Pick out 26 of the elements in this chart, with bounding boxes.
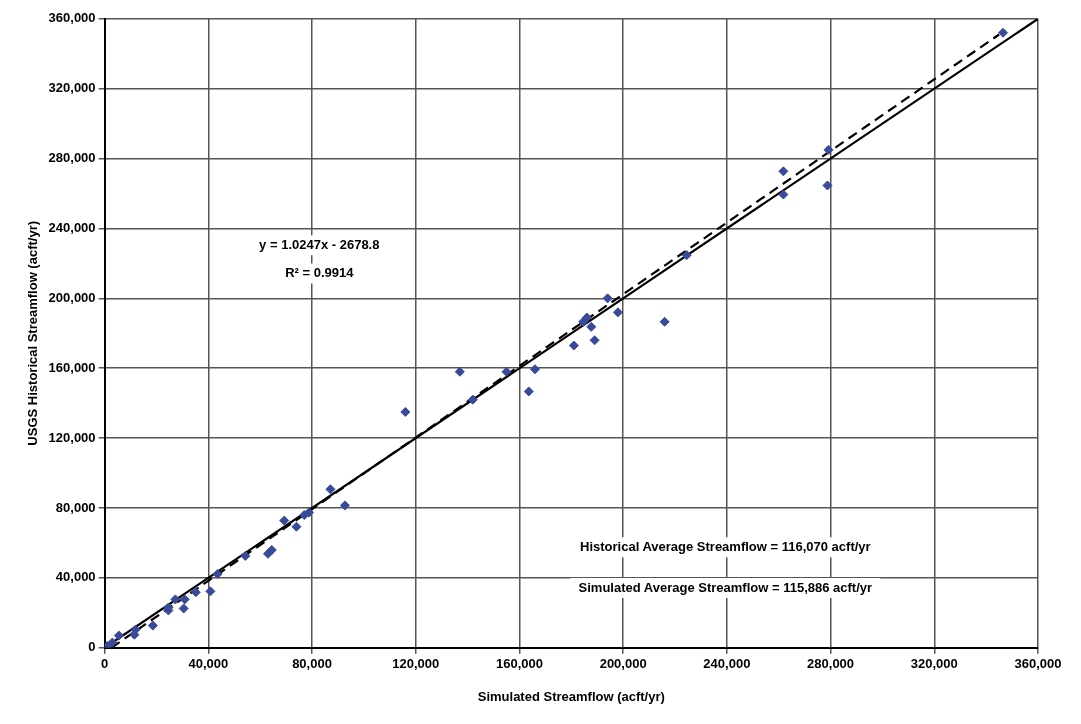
y-tick-label: 240,000 — [48, 220, 96, 236]
x-tick-label: 320,000 — [910, 656, 958, 672]
y-tick-label: 280,000 — [48, 150, 96, 166]
x-tick-label: 360,000 — [1014, 656, 1062, 672]
annotation: R² = 0.9914 — [285, 265, 355, 281]
x-tick-label: 160,000 — [495, 656, 543, 672]
annotation: Historical Average Streamflow = 116,070 acft/yr — [580, 538, 871, 554]
y-tick-label: 360,000 — [48, 10, 96, 26]
x-axis-title: Simulated Streamflow (acft/yr) — [477, 688, 665, 704]
x-tick-label: 200,000 — [599, 656, 647, 672]
x-tick-label: 40,000 — [188, 656, 229, 672]
annotation: Simulated Average Streamflow = 115,886 acft/yr — [578, 579, 873, 595]
x-tick-label: 280,000 — [807, 656, 855, 672]
x-tick-label: 120,000 — [392, 656, 440, 672]
y-tick-label: 320,000 — [48, 80, 96, 96]
y-tick-label: 80,000 — [55, 499, 96, 515]
y-tick-label: 0 — [88, 639, 96, 655]
x-tick-label: 0 — [100, 656, 109, 672]
y-axis-title: USGS Historical Streamflow (acft/yr) — [25, 220, 41, 446]
annotation: y = 1.0247x - 2678.8 — [259, 236, 380, 252]
x-tick-label: 240,000 — [703, 656, 751, 672]
y-tick-label: 200,000 — [48, 289, 96, 305]
y-tick-label: 40,000 — [55, 569, 96, 585]
x-tick-label: 80,000 — [292, 656, 332, 672]
y-tick-label: 160,000 — [48, 359, 96, 375]
y-tick-label: 120,000 — [48, 429, 96, 445]
